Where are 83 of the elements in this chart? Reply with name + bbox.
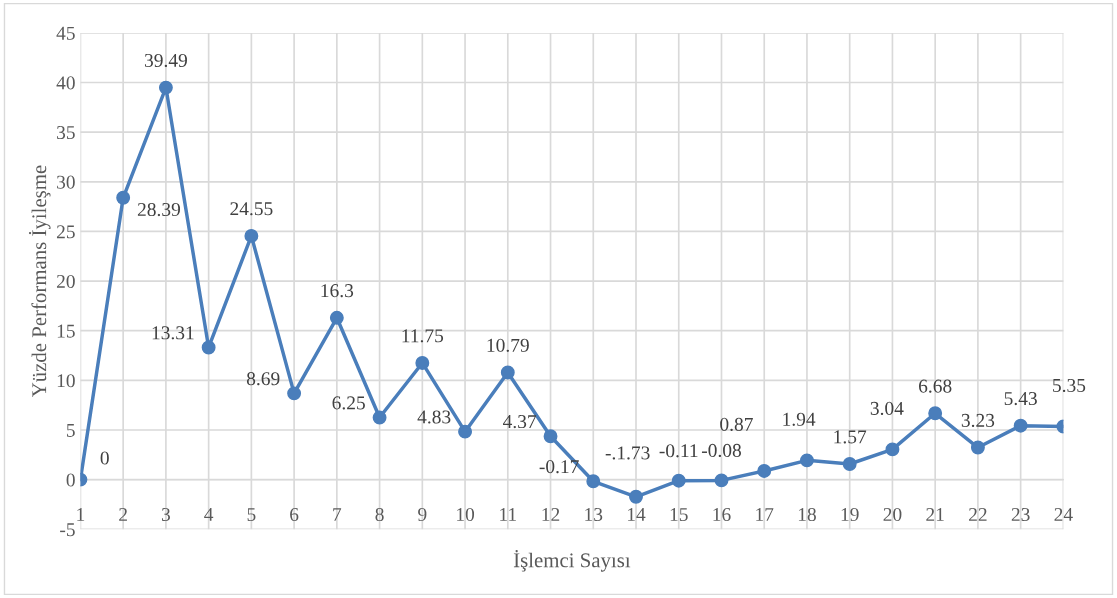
x-tick-label: 22 — [969, 507, 987, 521]
data-label: 6.68 — [918, 379, 952, 393]
point — [928, 406, 943, 421]
data-label: 3.04 — [870, 401, 904, 415]
point — [714, 473, 729, 488]
data-label: -0.17 — [539, 460, 579, 474]
x-axis-title: İşlemci Sayısı — [513, 550, 631, 572]
data-label: 1.94 — [783, 412, 816, 426]
x-tick-label: 15 — [670, 508, 688, 522]
point — [586, 474, 601, 489]
point — [671, 473, 686, 488]
data-label: 28.39 — [137, 202, 180, 217]
y-tick-label: 5 — [66, 423, 75, 437]
data-label: 5.35 — [1053, 378, 1086, 393]
data-label: 10.79 — [487, 338, 529, 352]
point — [800, 453, 814, 468]
x-tick-label: 11 — [500, 508, 516, 521]
data-label: 24.55 — [230, 202, 273, 216]
data-label: 5.43 — [1004, 392, 1037, 406]
y-tick-label: 0 — [66, 473, 75, 487]
data-label: -0.11 — [659, 444, 698, 458]
y-tick-label: -5 — [60, 523, 75, 537]
x-tick-label: 10 — [457, 507, 475, 522]
point — [757, 464, 772, 478]
data-label: 39.49 — [144, 53, 187, 68]
x-tick-label: 7 — [333, 508, 342, 521]
x-tick-label: 24 — [1054, 507, 1073, 521]
data-label: 0 — [100, 451, 109, 465]
y-axis-title: Yüzde Performans İyileşme — [28, 165, 51, 398]
point — [158, 80, 173, 95]
y-tick-label: 30 — [57, 175, 75, 189]
x-tick-label: 17 — [756, 508, 774, 521]
y-tick-label: 10 — [57, 374, 75, 388]
x-tick-label: 18 — [798, 507, 816, 522]
x-tick-label: 23 — [1011, 507, 1030, 522]
point — [201, 340, 216, 355]
data-label: 6.25 — [332, 396, 365, 410]
point — [500, 365, 515, 380]
data-label: 4.83 — [417, 410, 451, 424]
point — [244, 228, 259, 243]
data-label: 0.87 — [720, 417, 753, 431]
data-label: 16.3 — [321, 284, 354, 298]
point — [629, 489, 643, 504]
x-tick-label: 19 — [841, 507, 859, 522]
x-tick-label: 5 — [247, 508, 256, 522]
data-label: -0.08 — [701, 443, 741, 458]
x-tick-label: 1 — [77, 508, 85, 521]
x-tick-label: 9 — [418, 507, 427, 522]
point — [970, 440, 985, 455]
point — [287, 386, 302, 401]
x-tick-label: 4 — [204, 508, 214, 521]
x-tick-label: 3 — [161, 507, 170, 522]
data-label: 1.57 — [834, 430, 867, 444]
x-tick-label: 8 — [375, 507, 384, 522]
x-tick-label: 2 — [119, 507, 127, 521]
point — [885, 442, 900, 457]
y-tick-label: 15 — [57, 324, 75, 338]
point — [842, 457, 857, 471]
x-tick-label: 6 — [290, 507, 299, 522]
x-tick-label: 12 — [542, 507, 560, 521]
x-tick-label: 14 — [628, 508, 646, 521]
data-label: 4.37 — [503, 415, 537, 429]
y-tick-label: 20 — [56, 274, 75, 288]
y-tick-label: 45 — [56, 26, 75, 40]
point — [329, 310, 344, 325]
point — [372, 410, 387, 425]
x-tick-label: 20 — [883, 507, 902, 522]
x-tick-label: 13 — [585, 507, 603, 522]
data-label: 11.75 — [402, 329, 444, 343]
x-tick-label: 16 — [713, 507, 731, 522]
point — [116, 190, 131, 205]
point — [543, 429, 558, 444]
point — [1013, 418, 1028, 433]
y-tick-label: 25 — [56, 225, 75, 239]
point — [458, 424, 473, 439]
data-label: 8.69 — [246, 372, 280, 386]
data-label: 3.23 — [961, 413, 995, 427]
point — [415, 356, 430, 370]
data-label: 13.31 — [152, 326, 194, 340]
data-label: -.1.73 — [605, 446, 650, 460]
y-tick-label: 40 — [56, 76, 75, 90]
x-tick-label: 21 — [926, 507, 944, 521]
y-tick-label: 35 — [57, 126, 75, 140]
